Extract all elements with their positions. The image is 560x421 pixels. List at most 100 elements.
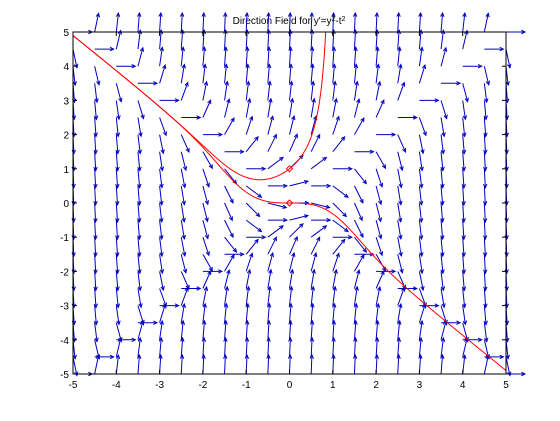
field-arrow — [115, 11, 121, 33]
field-arrow — [159, 288, 167, 308]
field-arrow — [397, 151, 404, 172]
field-arrow — [93, 271, 98, 292]
direction-field-arrows — [71, 11, 527, 377]
x-tick-label: -5 — [69, 380, 78, 391]
field-arrow — [94, 46, 115, 52]
field-arrow — [440, 237, 445, 258]
field-arrow — [397, 134, 407, 154]
field-arrow — [115, 29, 123, 50]
field-arrow — [288, 336, 293, 357]
field-arrow — [137, 100, 145, 120]
field-arrow — [309, 336, 315, 357]
field-arrow — [311, 217, 332, 223]
field-arrow — [440, 11, 445, 33]
field-arrow — [224, 185, 234, 204]
field-arrow — [159, 220, 164, 241]
field-arrow — [137, 271, 143, 292]
field-arrow — [462, 11, 467, 33]
field-arrow — [504, 168, 509, 189]
field-arrow — [115, 271, 120, 292]
field-arrow — [504, 185, 509, 207]
field-arrow — [331, 11, 336, 33]
field-arrow — [418, 168, 424, 189]
field-arrow — [71, 220, 76, 241]
field-arrow — [159, 64, 167, 84]
field-arrow — [267, 156, 284, 170]
field-arrow — [267, 97, 273, 118]
field-arrow — [267, 225, 284, 238]
field-arrow — [223, 63, 229, 84]
field-arrow — [202, 132, 224, 137]
field-arrow — [375, 99, 385, 118]
field-arrow — [331, 319, 337, 340]
field-arrow — [396, 29, 402, 50]
field-arrow — [331, 336, 336, 357]
field-arrow — [94, 12, 101, 33]
field-arrow — [462, 64, 483, 69]
field-arrow — [353, 28, 358, 50]
field-arrow — [137, 288, 143, 309]
field-arrow — [287, 11, 293, 33]
field-arrow — [180, 46, 186, 67]
field-arrow — [180, 185, 186, 206]
field-arrow — [93, 220, 98, 241]
field-arrow — [505, 356, 512, 377]
field-arrow — [71, 168, 76, 189]
field-arrow — [354, 149, 375, 154]
y-tick-label: -2 — [60, 267, 69, 278]
field-arrow — [115, 134, 120, 155]
field-arrow — [441, 320, 462, 325]
field-arrow — [309, 11, 314, 33]
field-arrow — [288, 63, 293, 84]
field-arrow — [245, 185, 263, 198]
field-arrow — [72, 356, 79, 377]
field-arrow — [94, 339, 101, 360]
field-arrow — [179, 353, 185, 375]
field-arrow — [418, 254, 424, 275]
field-arrow — [462, 100, 468, 121]
field-arrow — [159, 46, 164, 67]
field-arrow — [310, 63, 315, 84]
initial-point-marker — [285, 199, 294, 207]
field-arrow — [287, 353, 293, 375]
y-tick-label: 2 — [63, 131, 69, 142]
field-arrow — [461, 202, 466, 224]
field-arrow — [332, 219, 349, 233]
field-arrow — [115, 237, 120, 258]
field-arrow — [72, 48, 79, 69]
field-arrow — [224, 202, 233, 222]
field-arrow — [332, 63, 337, 84]
field-arrow — [267, 285, 272, 306]
field-arrow — [332, 97, 338, 118]
field-arrow — [93, 100, 99, 121]
field-arrow — [223, 319, 228, 340]
field-arrow — [310, 251, 318, 272]
field-arrow — [354, 236, 368, 253]
y-tick-label: -5 — [60, 370, 69, 381]
field-arrow — [224, 97, 231, 118]
field-arrow — [461, 271, 467, 292]
field-arrow — [137, 237, 142, 258]
field-arrow — [505, 48, 512, 69]
field-arrow — [224, 149, 245, 154]
field-arrow — [245, 63, 250, 84]
field-arrow — [202, 80, 209, 101]
field-arrow — [137, 320, 159, 325]
field-arrow — [180, 134, 190, 154]
field-arrow — [374, 336, 380, 357]
field-arrow — [289, 80, 294, 101]
field-arrow — [180, 63, 186, 84]
field-arrow — [397, 286, 406, 306]
field-arrow — [441, 81, 462, 86]
field-arrow — [202, 46, 207, 67]
solution-curves — [72, 32, 507, 371]
field-arrow — [375, 151, 387, 170]
field-arrow — [462, 117, 467, 138]
field-arrow — [137, 151, 142, 172]
axis-ticks: -5 -4 -3 -2 -1 0 1 2 3 4 5 -5 -4 -3 -2 -1 0 1 2 3 4 5 — [60, 28, 509, 391]
field-arrow — [267, 115, 274, 135]
field-arrow — [137, 305, 145, 325]
field-arrow — [440, 320, 448, 340]
field-arrow — [332, 166, 353, 171]
field-arrow — [223, 46, 228, 67]
